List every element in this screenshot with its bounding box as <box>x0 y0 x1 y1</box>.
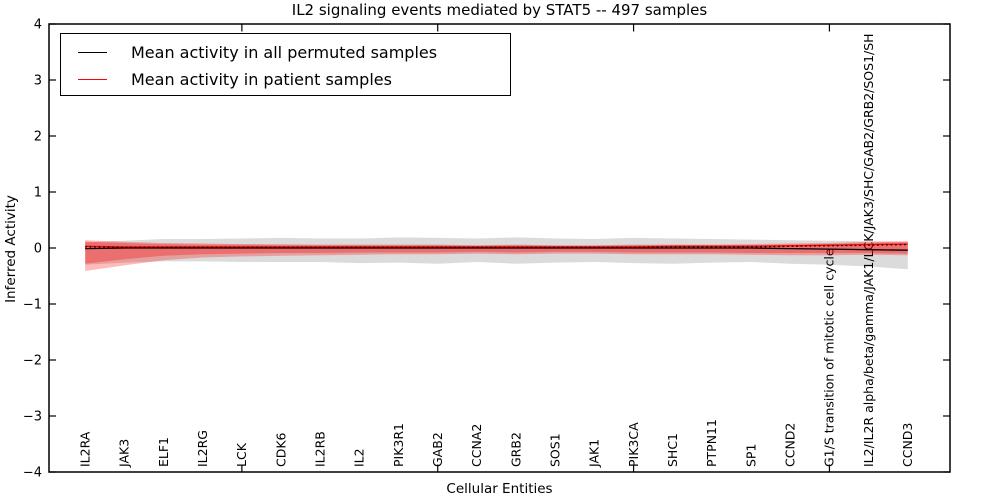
y-tick-label: −2 <box>23 354 42 369</box>
x-tick-label: PIK3R1 <box>391 423 406 467</box>
x-tick-label: ELF1 <box>156 437 171 467</box>
x-tick-label: G1/S transition of mitotic cell cycle <box>822 248 837 467</box>
y-tick-label: 3 <box>34 74 42 89</box>
x-tick-label: SHC1 <box>665 433 680 467</box>
legend-item-patient: Mean activity in patient samples <box>61 66 510 93</box>
x-tick-label: JAK1 <box>587 439 602 468</box>
y-tick-label: −1 <box>23 298 42 313</box>
x-tick-label: CDK6 <box>273 432 288 467</box>
y-tick-label: 0 <box>34 242 42 257</box>
y-tick-label: 2 <box>34 130 42 145</box>
permuted-std-band <box>85 237 908 270</box>
x-tick-label: JAK3 <box>117 439 132 468</box>
permuted-line-swatch <box>78 52 107 53</box>
x-tick-label: IL2RA <box>78 431 93 467</box>
x-tick-label: PIK3CA <box>626 422 641 467</box>
y-tick-label: 4 <box>34 18 42 33</box>
legend-label: Mean activity in patient samples <box>131 70 392 89</box>
x-tick-label: IL2RG <box>195 430 210 467</box>
x-tick-label: GRB2 <box>508 432 523 467</box>
legend: Mean activity in all permuted samples Me… <box>60 33 511 96</box>
legend-item-permuted: Mean activity in all permuted samples <box>61 39 510 66</box>
y-tick-label: −3 <box>23 410 42 425</box>
x-tick-label: PTPN11 <box>704 419 719 467</box>
y-tick-label: −4 <box>23 466 42 481</box>
series-solid-black <box>85 247 908 251</box>
patient-line-swatch <box>78 79 107 80</box>
x-tick-label: SP1 <box>743 444 758 467</box>
y-tick-label: 1 <box>34 186 42 201</box>
x-tick-label: CCNA2 <box>469 424 484 467</box>
x-axis-label: Cellular Entities <box>446 481 553 497</box>
x-tick-label: CCND2 <box>783 423 798 467</box>
x-tick-label: GAB2 <box>430 432 445 467</box>
chart-title: IL2 signaling events mediated by STAT5 -… <box>291 1 708 19</box>
x-tick-label: LCK <box>234 442 249 467</box>
legend-label: Mean activity in all permuted samples <box>131 43 438 62</box>
x-tick-label: SOS1 <box>548 433 563 467</box>
x-tick-label: IL2RB <box>313 431 328 467</box>
series-dotted-black <box>85 243 908 249</box>
x-tick-label: CCND3 <box>900 423 915 467</box>
x-tick-label: IL2 <box>352 448 367 467</box>
